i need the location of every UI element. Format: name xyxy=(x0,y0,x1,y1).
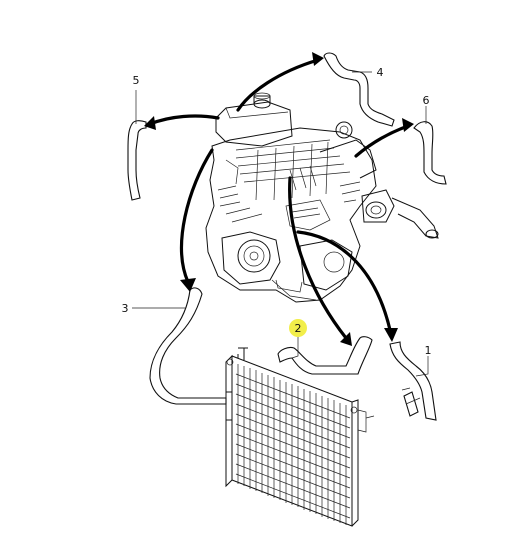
callout-6[interactable]: 6 xyxy=(423,94,430,107)
hose-1 xyxy=(389,341,437,421)
hose-3 xyxy=(149,287,227,405)
engine-block xyxy=(205,92,439,303)
callout-4[interactable]: 4 xyxy=(377,66,384,79)
hose-2 xyxy=(277,336,373,375)
callout-2-label: 2 xyxy=(295,322,302,335)
callout-3-label: 3 xyxy=(122,302,129,315)
callout-2-highlight xyxy=(289,319,307,337)
callout-3[interactable]: 3 xyxy=(122,302,129,315)
leader-lines xyxy=(132,71,429,377)
callout-1-label: 1 xyxy=(425,344,432,357)
callout-4-label: 4 xyxy=(377,66,384,79)
callout-2[interactable]: 2 xyxy=(289,319,307,337)
hose-4 xyxy=(323,52,395,127)
callout-1[interactable]: 1 xyxy=(425,344,432,357)
radiator xyxy=(225,347,375,527)
flow-arrows xyxy=(144,52,414,346)
callout-5[interactable]: 5 xyxy=(133,74,140,87)
callout-5-label: 5 xyxy=(133,74,140,87)
hose-5 xyxy=(127,120,147,201)
callout-6-label: 6 xyxy=(423,94,430,107)
hose-6 xyxy=(413,121,447,185)
